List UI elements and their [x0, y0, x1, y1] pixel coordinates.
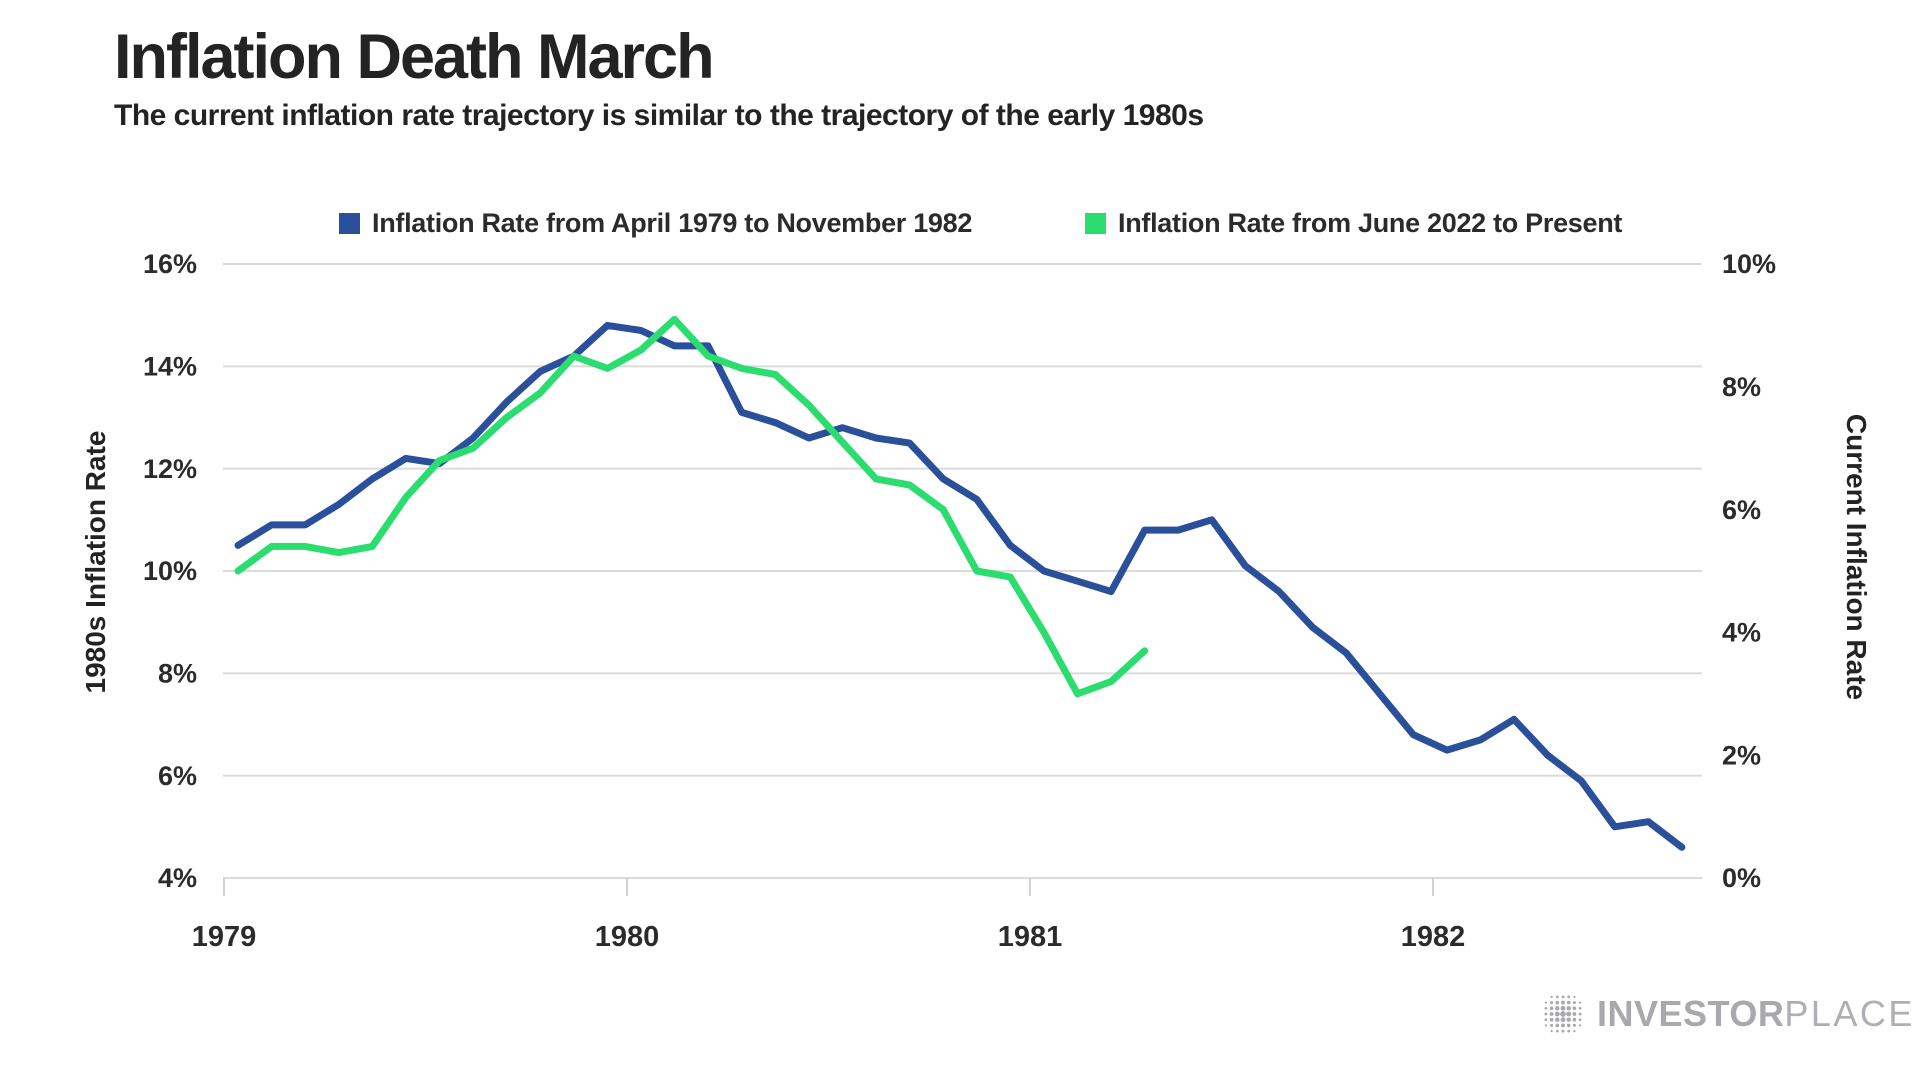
globe-dot: [1578, 1012, 1582, 1016]
left-axis-tick-label: 10%: [143, 556, 197, 586]
series-line-1980s-inflation: [234, 321, 1686, 851]
legend-item-1980s: Inflation Rate from April 1979 to Novemb…: [339, 208, 972, 239]
right-axis-tick-label: 10%: [1722, 249, 1776, 279]
globe-dot: [1550, 995, 1553, 999]
x-axis-tick-label: 1979: [192, 921, 257, 953]
globe-dot: [1555, 1017, 1560, 1022]
globe-dot: [1544, 1006, 1548, 1010]
globe-dot: [1554, 1011, 1560, 1017]
globe-dot: [1560, 1011, 1566, 1017]
right-axis-title: Current Inflation Rate: [1841, 413, 1872, 701]
globe-dot: [1544, 1012, 1548, 1016]
left-axis-title: 1980s Inflation Rate: [80, 430, 111, 694]
left-axis-tick-label: 6%: [158, 761, 197, 791]
right-axis-tick-label: 2%: [1722, 740, 1761, 770]
x-axis-tick-label: 1982: [1401, 921, 1466, 953]
right-axis-tick-label: 0%: [1722, 863, 1761, 893]
left-axis-tick-label: 12%: [143, 454, 197, 484]
globe-dot: [1572, 1006, 1577, 1011]
globe-dot: [1566, 1011, 1572, 1017]
investorplace-logo: INVESTORPLACE: [1540, 991, 1915, 1037]
globe-dot: [1566, 1006, 1571, 1011]
globe-dot: [1561, 1023, 1565, 1028]
globe-dot: [1567, 995, 1571, 999]
right-axis-tick-label: 4%: [1722, 618, 1761, 648]
globe-dot: [1567, 1029, 1571, 1033]
left-axis-tick-label: 14%: [143, 352, 197, 382]
globe-dot: [1572, 1001, 1576, 1005]
globe-dot: [1578, 1024, 1582, 1027]
x-axis-tick-label: 1980: [595, 921, 660, 953]
logo-investor-text: INVESTOR: [1597, 993, 1785, 1034]
globe-dot: [1544, 1024, 1548, 1027]
globe-dot: [1555, 1000, 1560, 1005]
legend-swatch-green-icon: [1085, 213, 1106, 234]
globe-dot: [1561, 1029, 1565, 1033]
left-axis-tick-label: 16%: [143, 249, 197, 279]
series-line-current-inflation: [234, 315, 1149, 698]
globe-dot: [1572, 1017, 1577, 1022]
globe-dot: [1550, 1029, 1553, 1033]
globe-dot: [1561, 1000, 1565, 1005]
globe-dot: [1549, 1012, 1554, 1016]
legend-label-1980s: Inflation Rate from April 1979 to Novemb…: [372, 208, 973, 238]
globe-dot: [1555, 995, 1559, 999]
globe-dot: [1549, 1006, 1554, 1011]
globe-dot: [1573, 995, 1576, 999]
globe-dot: [1555, 1006, 1560, 1011]
legend-swatch-blue-icon: [339, 213, 360, 234]
globe-dot: [1549, 1017, 1554, 1022]
globe-dot: [1550, 1023, 1554, 1027]
globe-dot: [1560, 1017, 1566, 1023]
globe-dots-icon: [1544, 995, 1582, 1033]
globe-dot: [1560, 1005, 1566, 1011]
globe-dot: [1566, 1017, 1571, 1022]
legend-item-current: Inflation Rate from June 2022 to Present: [1085, 208, 1622, 239]
left-axis-tick-label: 8%: [158, 659, 197, 689]
globe-dot: [1550, 1001, 1554, 1005]
globe-dot: [1544, 1001, 1548, 1004]
right-axis-tick-label: 6%: [1722, 495, 1761, 525]
page-title: Inflation Death March: [114, 22, 715, 92]
globe-dot: [1566, 1000, 1571, 1005]
right-axis-tick-label: 8%: [1722, 372, 1761, 402]
globe-dot: [1555, 1023, 1560, 1028]
logo-place-text: PLACE: [1784, 993, 1915, 1034]
globe-dot: [1578, 1001, 1582, 1004]
globe-dot: [1578, 1018, 1582, 1022]
globe-dot: [1573, 1029, 1576, 1033]
globe-dot: [1561, 995, 1565, 999]
logo-text: INVESTORPLACE: [1597, 996, 1915, 1032]
globe-dot: [1566, 1023, 1571, 1028]
page-subtitle: The current inflation rate trajectory is…: [114, 99, 1204, 132]
globe-dot: [1572, 1012, 1577, 1016]
globe-dot: [1544, 1018, 1548, 1022]
globe-dot: [1578, 1006, 1582, 1010]
globe-dot: [1572, 1023, 1576, 1027]
left-axis-tick-label: 4%: [158, 863, 197, 893]
globe-dot: [1555, 1029, 1559, 1033]
legend-label-current: Inflation Rate from June 2022 to Present: [1118, 208, 1623, 238]
x-axis-tick-label: 1981: [998, 921, 1063, 953]
